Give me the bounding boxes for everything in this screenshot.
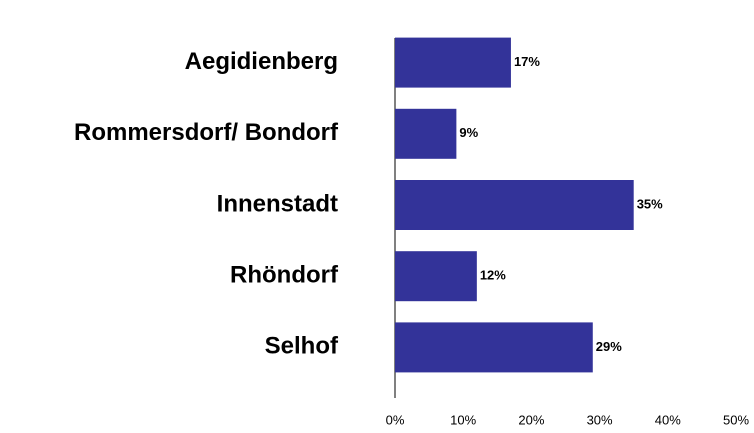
x-tick-label: 40%: [655, 412, 681, 427]
category-label: Innenstadt: [217, 190, 338, 217]
bar: [395, 322, 593, 373]
value-label: 17%: [514, 54, 540, 69]
bar: [395, 180, 634, 230]
category-label: Selhof: [265, 333, 339, 360]
value-label: 29%: [596, 339, 622, 354]
x-tick-label: 20%: [518, 412, 544, 427]
bar: [395, 108, 457, 159]
bar: [395, 251, 477, 302]
value-label: 9%: [459, 125, 478, 140]
category-label: Rhöndorf: [230, 262, 339, 289]
x-tick-label: 0%: [386, 412, 405, 427]
x-tick-label: 50%: [723, 412, 749, 427]
category-label: Aegidienberg: [185, 48, 338, 75]
x-tick-label: 30%: [587, 412, 613, 427]
value-label: 12%: [480, 268, 506, 283]
bar: [395, 37, 511, 88]
category-label: Rommersdorf/ Bondorf: [74, 119, 339, 146]
x-tick-label: 10%: [450, 412, 476, 427]
value-label: 35%: [637, 196, 663, 211]
